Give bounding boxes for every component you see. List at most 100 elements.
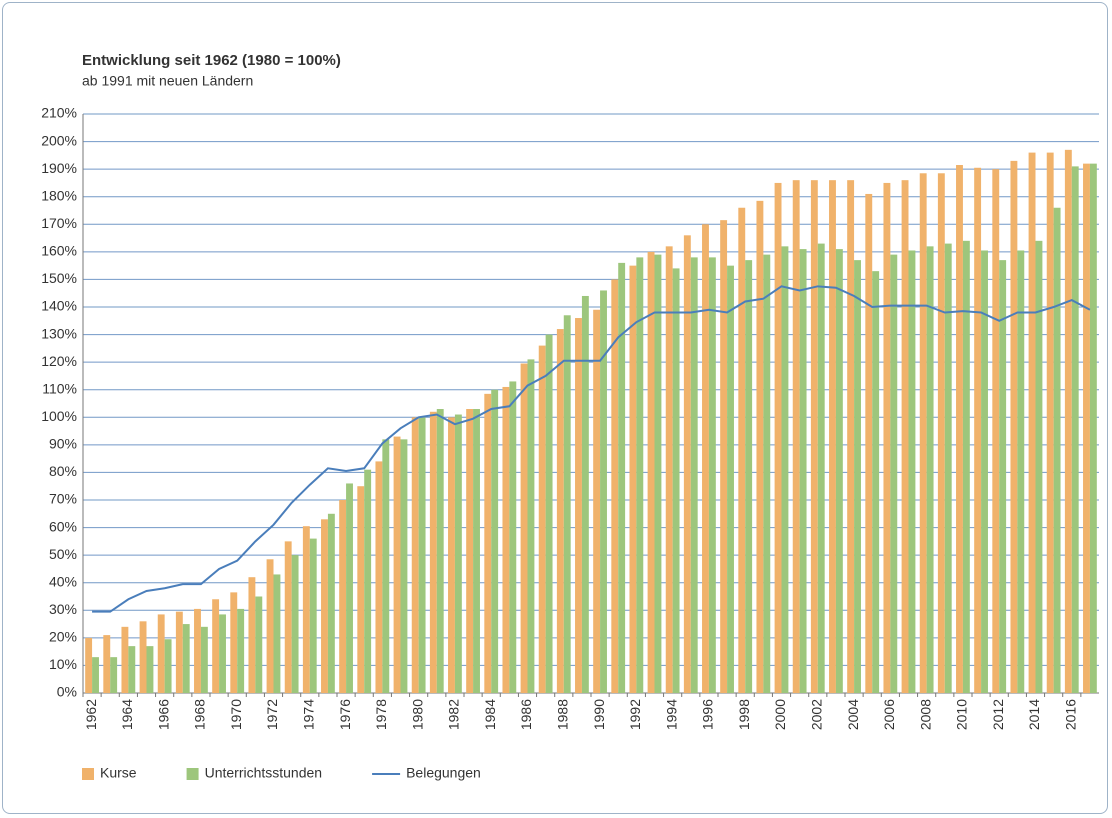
- bar: [346, 483, 353, 693]
- bar: [1053, 207, 1061, 693]
- y-tick-label: 200%: [41, 132, 77, 148]
- y-tick-label: 210%: [41, 105, 77, 121]
- bar: [738, 207, 746, 693]
- bar: [883, 182, 891, 693]
- bar: [291, 555, 299, 693]
- legend-label: Kurse: [100, 765, 137, 781]
- y-tick-label: 60%: [49, 518, 77, 534]
- bar: [194, 608, 201, 693]
- x-tick-label: 2016: [1062, 699, 1078, 730]
- bar: [502, 386, 510, 693]
- bar: [618, 262, 626, 693]
- bar: [647, 251, 655, 693]
- chart-subtitle: ab 1991 mit neuen Ländern: [82, 73, 253, 89]
- bar: [600, 290, 607, 693]
- bar: [1028, 152, 1036, 694]
- bar: [962, 240, 970, 694]
- x-tick-label: 2008: [917, 699, 933, 730]
- x-tick-label: 1994: [663, 699, 679, 730]
- bar: [683, 235, 691, 694]
- bar: [110, 657, 118, 693]
- bar: [654, 254, 662, 693]
- y-tick-label: 10%: [49, 656, 77, 672]
- bar: [339, 500, 347, 693]
- bar: [999, 260, 1007, 693]
- bar: [763, 254, 771, 693]
- bar: [708, 257, 716, 693]
- y-tick-label: 110%: [42, 380, 77, 396]
- legend-label: Unterrichtsstunden: [205, 765, 323, 781]
- y-tick-label: 80%: [49, 463, 77, 479]
- bar: [85, 637, 93, 693]
- bar: [103, 635, 111, 693]
- x-tick-label: 1998: [736, 699, 752, 730]
- legend-swatch: [82, 768, 94, 780]
- x-tick-label: 1982: [446, 699, 462, 730]
- x-tick-label: 1978: [373, 699, 389, 730]
- bar: [309, 538, 317, 693]
- line: [92, 285, 1091, 613]
- x-tick-label: 1988: [554, 699, 570, 730]
- bar: [418, 417, 426, 693]
- bar: [411, 417, 419, 693]
- bar: [157, 614, 165, 693]
- x-tick-label: 1990: [591, 699, 607, 730]
- bar: [273, 574, 281, 693]
- bar: [611, 279, 619, 693]
- bar: [1010, 160, 1018, 693]
- bar: [527, 359, 535, 693]
- bar: [357, 486, 365, 693]
- legend-swatch: [186, 768, 199, 780]
- bar: [321, 519, 328, 693]
- bar: [266, 559, 274, 693]
- bar: [146, 646, 154, 693]
- y-tick-label: 100%: [41, 408, 77, 424]
- bar: [302, 526, 310, 693]
- bar: [593, 309, 601, 693]
- y-tick-label: 20%: [49, 629, 77, 645]
- bar: [382, 439, 390, 693]
- x-tick-label: 1962: [83, 699, 99, 730]
- bar: [491, 389, 499, 693]
- bar: [774, 182, 782, 693]
- bar: [139, 621, 147, 693]
- bar: [937, 173, 945, 693]
- bar: [375, 461, 383, 693]
- bar: [581, 295, 589, 693]
- y-tick-label: 120%: [41, 353, 77, 369]
- x-tick-label: 1966: [155, 699, 171, 730]
- bar: [466, 409, 474, 693]
- bar: [672, 268, 680, 693]
- bar: [799, 249, 807, 693]
- x-tick-label: 2010: [954, 699, 970, 730]
- x-tick-label: 2000: [772, 699, 788, 730]
- bar: [128, 646, 136, 693]
- x-tick-label: 1996: [700, 699, 716, 730]
- x-tick-label: 1970: [228, 699, 244, 730]
- bar: [175, 611, 183, 693]
- bar: [1017, 250, 1025, 693]
- bar: [847, 180, 855, 693]
- bar: [919, 173, 927, 693]
- x-tick-label: 2012: [990, 699, 1006, 730]
- bar: [219, 614, 226, 693]
- bar: [212, 599, 220, 693]
- bar: [1089, 163, 1097, 694]
- y-tick-label: 50%: [49, 546, 77, 562]
- bar: [854, 260, 861, 693]
- bar: [248, 577, 256, 693]
- y-tick-label: 170%: [41, 215, 77, 231]
- bar: [702, 224, 709, 694]
- bar: [872, 271, 880, 693]
- y-tick-label: 160%: [41, 243, 77, 259]
- bar: [473, 409, 480, 693]
- bar: [665, 246, 673, 694]
- bar: [926, 246, 934, 694]
- bar: [992, 169, 1000, 694]
- bar: [1071, 166, 1079, 693]
- bar: [1046, 152, 1054, 694]
- x-tick-label: 1974: [300, 699, 316, 730]
